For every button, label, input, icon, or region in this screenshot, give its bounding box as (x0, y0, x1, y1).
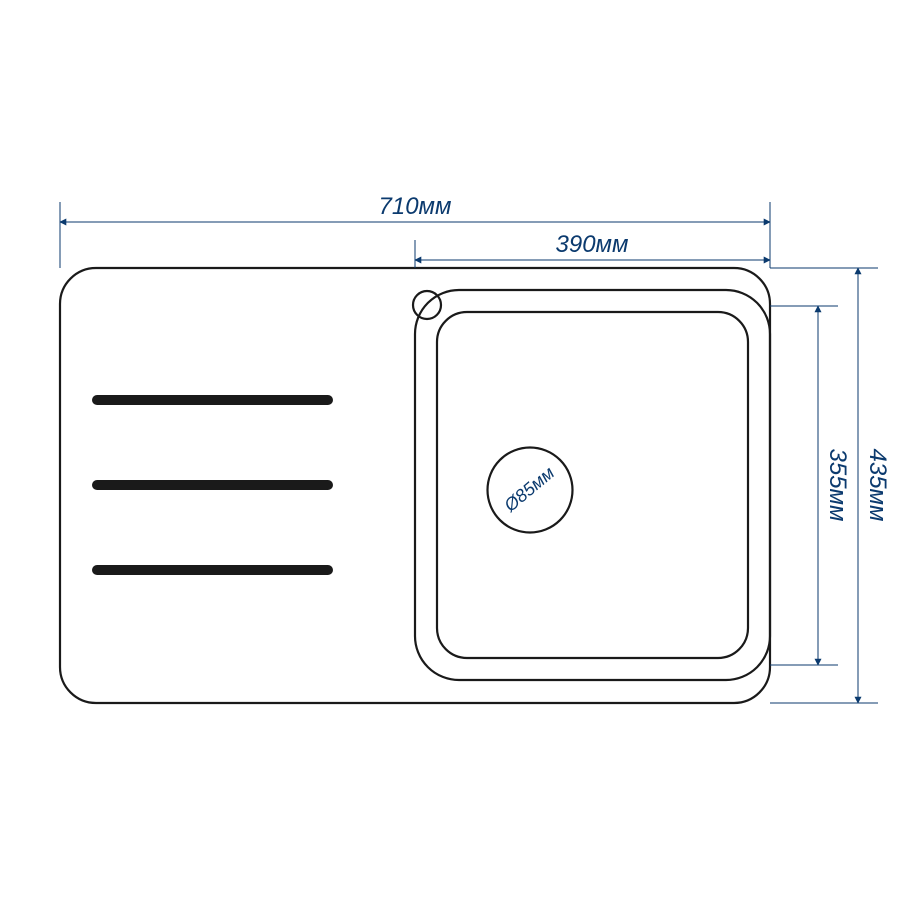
dim-label-height-total: 435мм (864, 449, 891, 522)
dim-label-width-basin: 390мм (556, 231, 629, 258)
drain-diameter-label: Ø85мм (500, 463, 559, 517)
dim-label-height-basin: 355мм (824, 449, 851, 522)
dimension-lines (60, 202, 878, 703)
dimension-labels: Ø85мм 710мм 390мм 435мм 355мм (379, 193, 891, 521)
sink-outline (60, 268, 770, 703)
sink-dimension-diagram: Ø85мм 710мм 390мм 435мм 355мм (0, 0, 900, 900)
basin-inner-rect (437, 312, 748, 658)
basin-outer-rect (415, 290, 770, 680)
dim-label-width-total: 710мм (379, 193, 452, 220)
